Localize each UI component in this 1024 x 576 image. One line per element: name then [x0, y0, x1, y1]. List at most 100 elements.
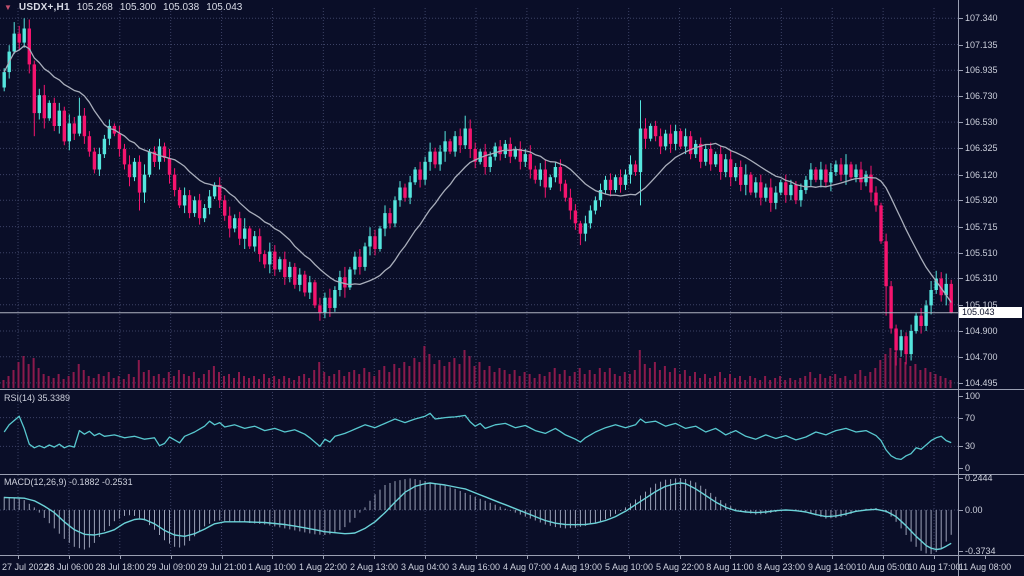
time-axis-label: 4 Aug 07:00 — [502, 562, 552, 572]
price-axis-label: 104.700 — [965, 352, 998, 362]
axis-tick — [959, 122, 963, 123]
time-axis-tick — [730, 556, 731, 559]
axis-tick — [959, 200, 963, 201]
macd-axis-label: 0.2444 — [965, 473, 993, 483]
axis-tick — [959, 253, 963, 254]
price-axis-label: 105.920 — [965, 195, 998, 205]
price-axis-label: 106.730 — [965, 91, 998, 101]
price-axis-label: 104.900 — [965, 326, 998, 336]
axis-tick — [959, 305, 963, 306]
time-axis-tick — [120, 556, 121, 559]
time-axis-label: 10 Aug 05:00 — [856, 562, 910, 572]
time-axis-tick — [680, 556, 681, 559]
time-axis-tick — [934, 556, 935, 559]
time-axis-tick — [883, 556, 884, 559]
price-axis[interactable]: 107.340 107.135 106.935 106.730 106.530 106.3… — [958, 0, 1024, 576]
panel-separator[interactable] — [0, 474, 1024, 475]
axis-tick — [959, 148, 963, 149]
macd-axis-label: 0.00 — [965, 505, 983, 515]
candlestick-canvas — [0, 8, 958, 390]
time-axis-label: 27 Jul 2022 — [2, 562, 49, 572]
time-axis-tick — [578, 556, 579, 559]
time-axis-label: 29 Jul 21:00 — [197, 562, 247, 572]
time-axis-label: 3 Aug 04:00 — [400, 562, 450, 572]
price-axis-label: 105.715 — [965, 222, 998, 232]
axis-tick — [959, 278, 963, 279]
time-axis-label: 3 Aug 16:00 — [451, 562, 501, 572]
axis-tick — [959, 418, 963, 419]
panel-separator — [0, 555, 1024, 556]
price-axis-label: 104.495 — [965, 378, 998, 388]
price-axis-label: 106.325 — [965, 143, 998, 153]
rsi-panel[interactable] — [0, 392, 958, 470]
time-axis-label: 1 Aug 22:00 — [298, 562, 348, 572]
axis-tick — [959, 551, 963, 552]
price-axis-label: 105.310 — [965, 273, 998, 283]
time-axis-tick — [425, 556, 426, 559]
axis-tick — [959, 357, 963, 358]
axis-tick — [959, 446, 963, 447]
price-axis-label: 105.510 — [965, 248, 998, 258]
axis-tick — [959, 331, 963, 332]
price-axis-label: 106.530 — [965, 117, 998, 127]
time-axis-tick — [476, 556, 477, 559]
rsi-canvas — [0, 392, 958, 470]
ohlc-low: 105.038 — [163, 2, 200, 13]
ohlc-close: 105.043 — [206, 2, 243, 13]
axis-tick — [959, 45, 963, 46]
price-axis-label: 107.135 — [965, 40, 998, 50]
ohlc-high: 105.300 — [119, 2, 157, 13]
time-axis-tick — [374, 556, 375, 559]
macd-axis-label: -0.3734 — [965, 546, 996, 556]
axis-tick — [959, 468, 963, 469]
time-axis-tick — [985, 556, 986, 559]
axis-tick — [959, 18, 963, 19]
axis-tick — [959, 510, 963, 511]
axis-tick — [959, 227, 963, 228]
panel-separator[interactable] — [0, 389, 1024, 390]
rsi-axis-label: 100 — [965, 391, 981, 401]
axis-tick — [959, 396, 963, 397]
time-axis-label: 9 Aug 14:00 — [807, 562, 857, 572]
time-axis-tick — [222, 556, 223, 559]
time-axis-label: 28 Jul 18:00 — [95, 562, 145, 572]
main-chart-area[interactable] — [0, 8, 958, 390]
chart-header: ▼ USDX+,H1 105.268 105.300 105.038 105.0… — [4, 2, 242, 13]
axis-tick — [959, 383, 963, 384]
time-axis-tick — [69, 556, 70, 559]
price-axis-label: 107.340 — [965, 13, 998, 23]
time-axis-label: 10 Aug 17:00 — [907, 562, 961, 572]
axis-tick — [959, 478, 963, 479]
rsi-axis-label: 70 — [965, 413, 976, 423]
time-axis[interactable]: 27 Jul 2022 28 Jul 06:00 28 Jul 18:00 29 Ju… — [0, 556, 1024, 576]
ohlc-open: 105.268 — [76, 2, 113, 13]
time-axis-tick — [781, 556, 782, 559]
rsi-axis-label: 0 — [965, 463, 971, 473]
time-axis-tick — [323, 556, 324, 559]
axis-tick — [959, 96, 963, 97]
time-axis-tick — [18, 556, 19, 559]
time-axis-label: 1 Aug 10:00 — [247, 562, 297, 572]
macd-canvas — [0, 475, 958, 556]
rsi-axis-label: 30 — [965, 441, 976, 451]
axis-tick — [959, 175, 963, 176]
price-axis-label: 105.105 — [965, 300, 998, 310]
time-axis-label: 8 Aug 11:00 — [706, 562, 754, 572]
time-axis-tick — [832, 556, 833, 559]
time-axis-label: 11 Aug 08:00 — [958, 562, 1012, 572]
time-axis-label: 4 Aug 19:00 — [553, 562, 603, 572]
axis-tick — [959, 70, 963, 71]
time-axis-tick — [629, 556, 630, 559]
rsi-indicator-label: RSI(14) 35.3389 — [4, 393, 71, 403]
time-axis-label: 5 Aug 10:00 — [604, 562, 654, 572]
symbol-timeframe-label: USDX+,H1 — [18, 2, 70, 13]
time-axis-label: 29 Jul 09:00 — [146, 562, 196, 572]
time-axis-label: 28 Jul 06:00 — [44, 562, 94, 572]
symbol-dropdown-icon[interactable]: ▼ — [4, 2, 12, 12]
macd-panel[interactable] — [0, 475, 958, 556]
time-axis-label: 8 Aug 23:00 — [756, 562, 806, 572]
price-axis-label: 106.935 — [965, 65, 998, 75]
macd-indicator-label: MACD(12,26,9) -0.1882 -0.2531 — [4, 477, 133, 487]
time-axis-tick — [527, 556, 528, 559]
